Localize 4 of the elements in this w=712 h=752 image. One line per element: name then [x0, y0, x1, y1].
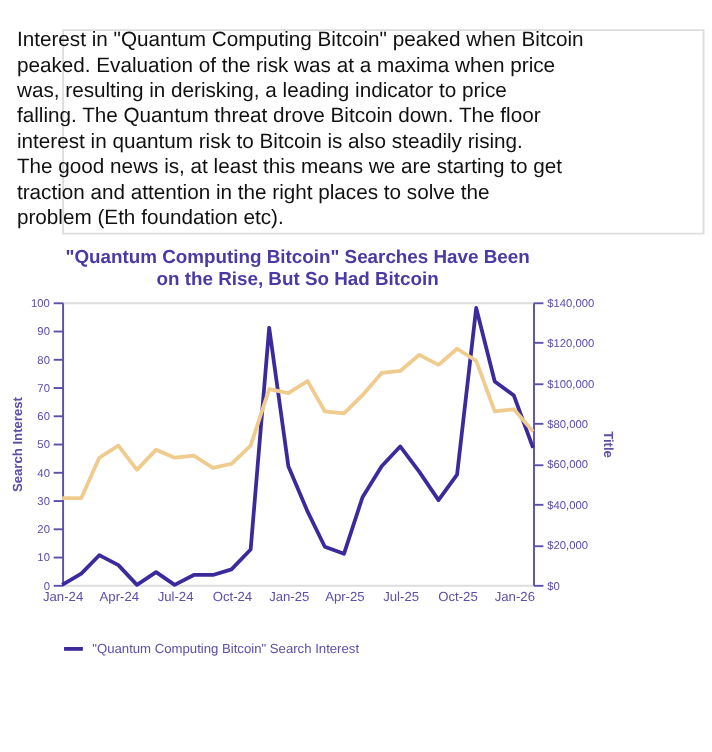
text: on the Rise, But So Had Bitcoin	[156, 267, 439, 290]
line-series	[60, 346, 535, 500]
text: Interest in "Quantum Computing Bitcoin" peaked when Bitcoin peaked. Evaluation of the risk was at a maxima when price was, resulting in derisking, a leading indicator to price falling. The Quantum threat drove Bitcoin down. The floor interest in quantum risk to Bitcoin is also steadily rising. The good news is, at least this means we are starting to get traction and attention in the right places to solve the problem (Eth foundation etc).	[14, 30, 585, 231]
text: "Quantum Computing Bitcoin" Searches Have Been	[65, 244, 530, 267]
